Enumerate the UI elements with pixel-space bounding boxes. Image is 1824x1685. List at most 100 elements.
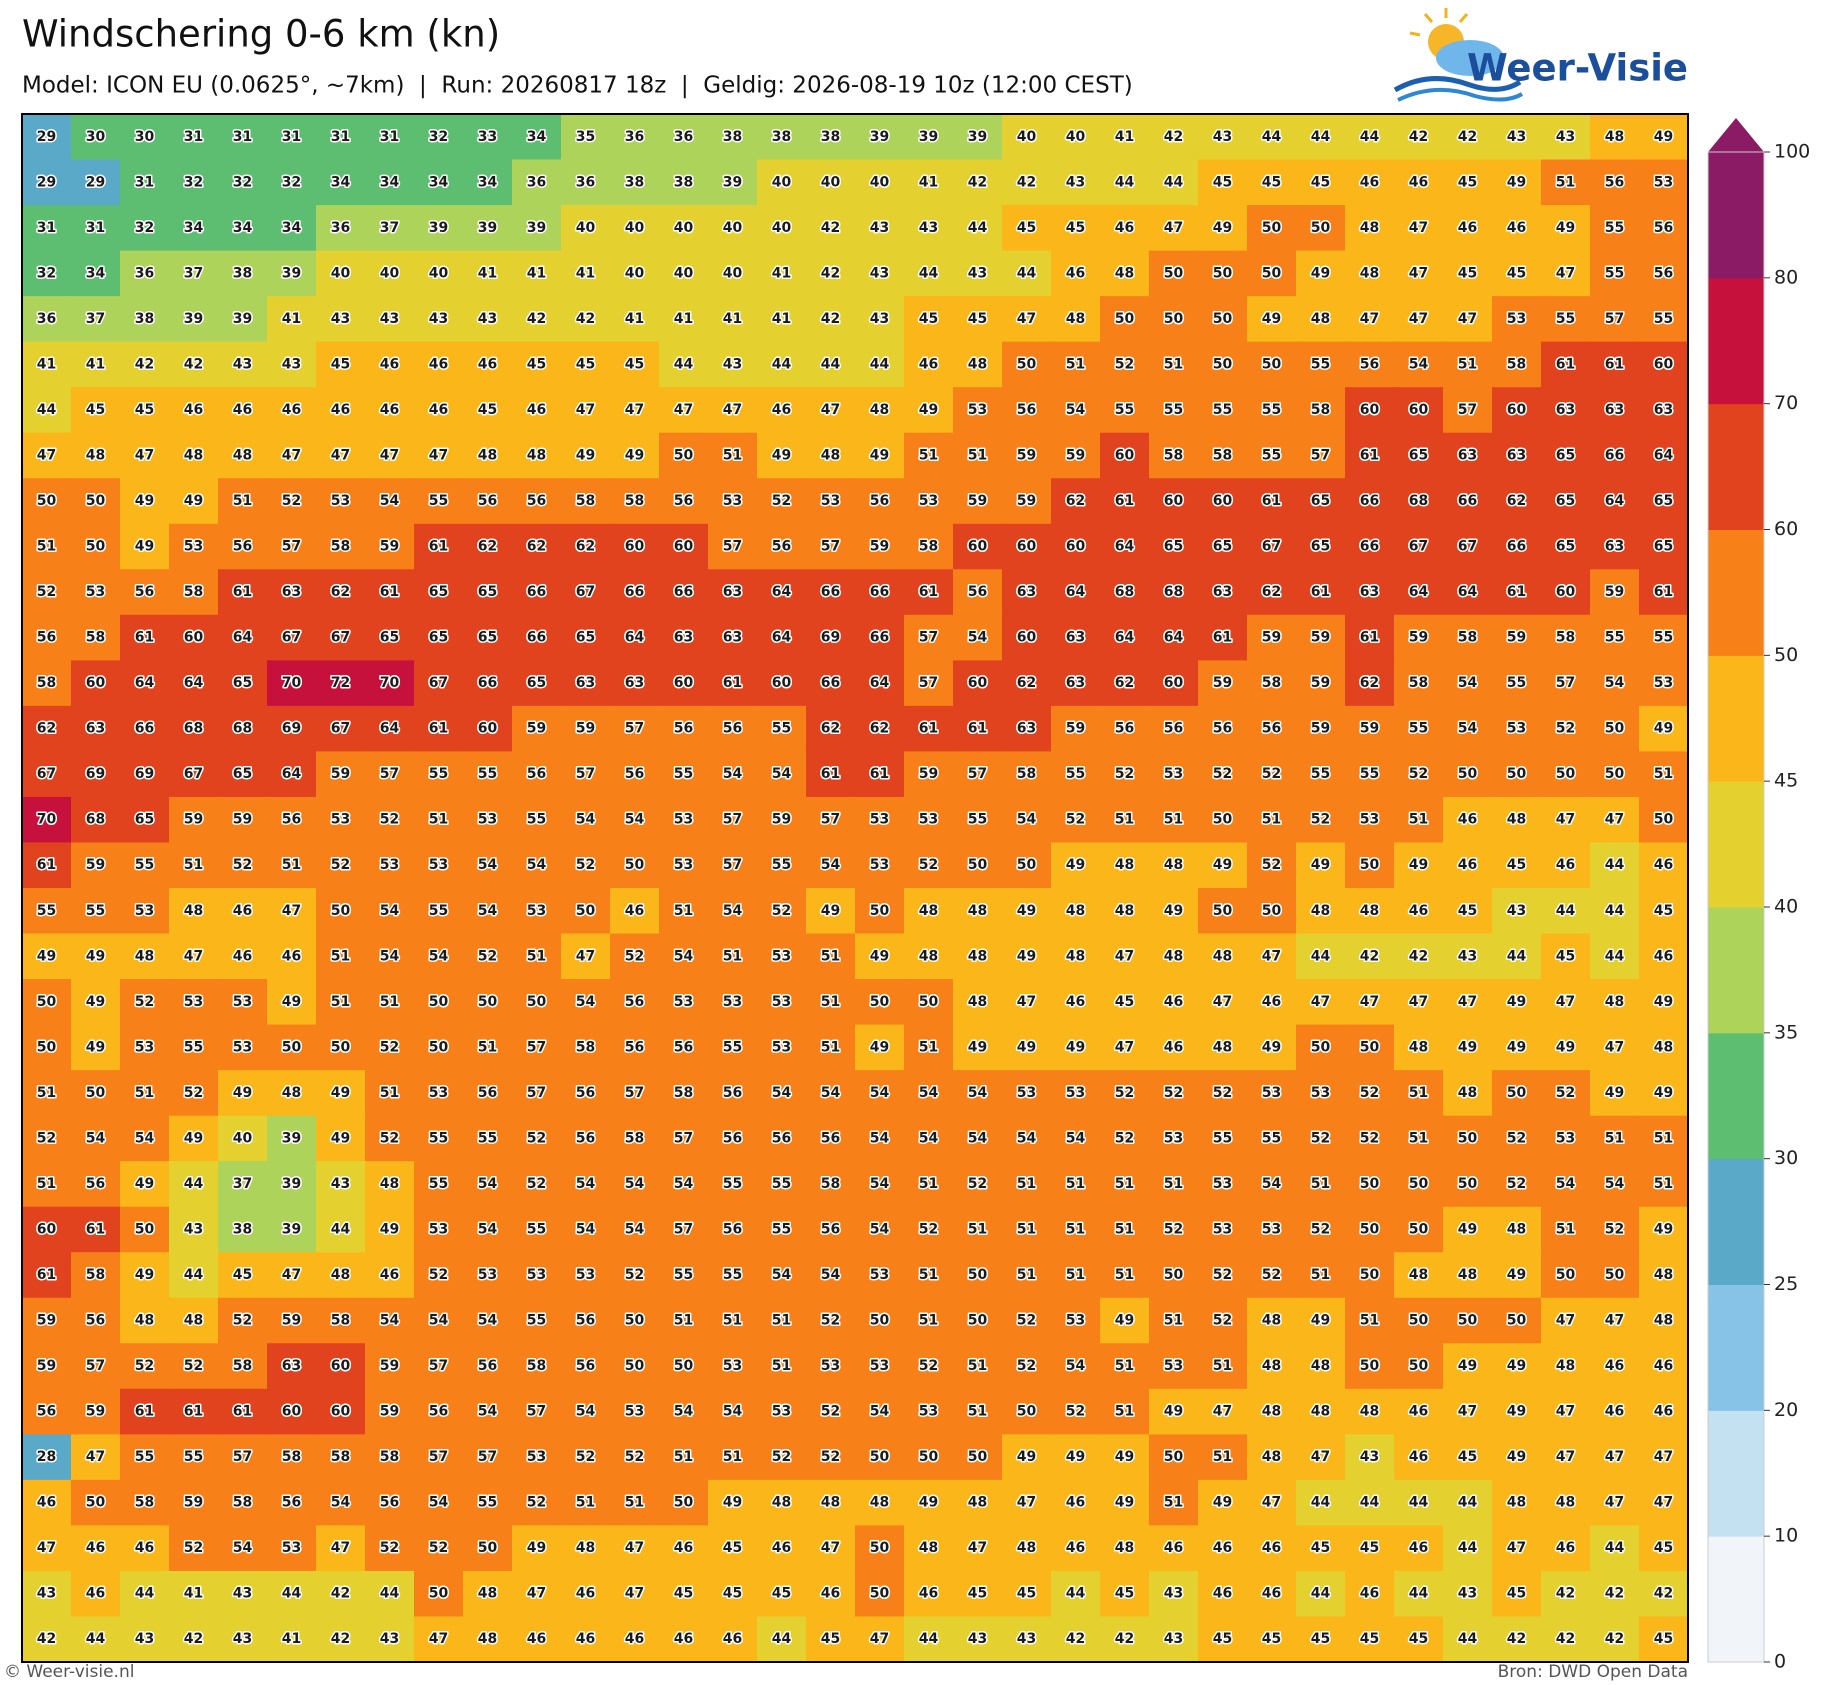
cell-label: 54 bbox=[1605, 675, 1625, 691]
grid-cell bbox=[561, 888, 611, 935]
cell-label: 52 bbox=[1213, 1313, 1232, 1329]
grid-cell bbox=[120, 1024, 170, 1071]
cell-label: 57 bbox=[527, 1404, 546, 1420]
grid-cell bbox=[120, 1343, 170, 1390]
cell-label: 31 bbox=[37, 220, 56, 236]
grid-cell bbox=[855, 114, 905, 161]
grid-cell bbox=[316, 933, 366, 980]
grid-cell bbox=[414, 1206, 464, 1253]
cell-label: 53 bbox=[674, 994, 693, 1010]
cell-label: 52 bbox=[37, 1130, 56, 1146]
grid-cell bbox=[169, 432, 219, 479]
grid-cell bbox=[953, 705, 1003, 753]
grid-cell bbox=[1639, 1161, 1689, 1208]
cell-label: 52 bbox=[1605, 1221, 1624, 1237]
cell-label: 65 bbox=[233, 675, 252, 691]
grid-cell bbox=[1541, 1115, 1591, 1162]
grid-cell bbox=[22, 1570, 72, 1618]
cell-label: 52 bbox=[1115, 1085, 1134, 1101]
cell-label: 59 bbox=[1605, 584, 1624, 600]
cell-label: 54 bbox=[968, 630, 988, 646]
grid-cell bbox=[708, 1434, 758, 1481]
cell-label: 48 bbox=[821, 447, 840, 463]
grid-cell bbox=[1247, 705, 1297, 753]
grid-cell bbox=[1541, 1479, 1591, 1527]
grid-cell bbox=[71, 1161, 121, 1208]
grid-cell bbox=[855, 1434, 905, 1481]
grid-cell bbox=[22, 842, 72, 889]
grid-cell bbox=[561, 1252, 611, 1299]
chart-title: Windschering 0-6 km (kn) bbox=[22, 13, 500, 56]
grid-cell bbox=[1198, 888, 1248, 935]
cell-label: 51 bbox=[1556, 1221, 1575, 1237]
cell-label: 52 bbox=[429, 1540, 448, 1556]
grid-cell bbox=[659, 296, 709, 343]
cell-label: 48 bbox=[184, 903, 203, 919]
cell-label: 45 bbox=[1360, 1540, 1379, 1556]
grid-cell bbox=[659, 660, 709, 707]
grid-cell bbox=[904, 250, 954, 297]
cell-label: 46 bbox=[478, 356, 497, 372]
cell-label: 64 bbox=[772, 630, 792, 646]
cell-label: 54 bbox=[625, 1221, 645, 1237]
cell-label: 54 bbox=[1409, 356, 1429, 372]
grid-cell bbox=[169, 1343, 219, 1390]
cell-label: 54 bbox=[1458, 675, 1478, 691]
cell-label: 31 bbox=[233, 129, 252, 145]
grid-cell bbox=[218, 796, 268, 844]
cell-label: 59 bbox=[1213, 675, 1232, 691]
cell-label: 61 bbox=[1654, 584, 1673, 600]
grid-cell bbox=[316, 569, 366, 616]
cell-label: 47 bbox=[1213, 994, 1232, 1010]
cell-label: 42 bbox=[1556, 1586, 1575, 1602]
grid-cell bbox=[561, 1070, 611, 1117]
grid-cell bbox=[1492, 478, 1542, 525]
cell-label: 43 bbox=[1507, 903, 1526, 919]
grid-cell bbox=[904, 432, 954, 479]
cell-label: 43 bbox=[870, 311, 889, 327]
cell-label: 44 bbox=[1507, 948, 1527, 964]
grid-cell bbox=[1639, 888, 1689, 935]
grid-cell bbox=[1198, 1388, 1248, 1435]
grid-cell bbox=[169, 1115, 219, 1162]
cell-label: 46 bbox=[1360, 174, 1379, 190]
cell-label: 36 bbox=[331, 220, 350, 236]
cell-label: 43 bbox=[37, 1586, 56, 1602]
grid-cell bbox=[218, 1570, 268, 1618]
grid-cell bbox=[561, 1570, 611, 1618]
cell-label: 56 bbox=[135, 584, 154, 600]
grid-cell bbox=[1345, 1570, 1395, 1618]
cell-label: 44 bbox=[919, 265, 939, 281]
cell-label: 59 bbox=[1262, 630, 1281, 646]
grid-cell bbox=[1492, 796, 1542, 844]
cell-label: 60 bbox=[1115, 447, 1135, 463]
grid-cell bbox=[1002, 1525, 1052, 1572]
grid-cell bbox=[1590, 842, 1640, 889]
cell-label: 48 bbox=[1164, 948, 1183, 964]
cell-label: 43 bbox=[233, 1586, 252, 1602]
cell-label: 54 bbox=[576, 1176, 596, 1192]
grid-cell bbox=[512, 569, 562, 616]
grid-cell bbox=[708, 705, 758, 753]
cell-label: 59 bbox=[870, 539, 889, 555]
grid-cell bbox=[1443, 1343, 1493, 1390]
grid-cell bbox=[708, 387, 758, 434]
grid-cell bbox=[1100, 1070, 1150, 1117]
grid-cell bbox=[1296, 933, 1346, 980]
cell-label: 45 bbox=[1311, 1540, 1330, 1556]
cell-label: 51 bbox=[1164, 1495, 1183, 1511]
grid-cell bbox=[316, 1206, 366, 1253]
cell-label: 50 bbox=[870, 1586, 890, 1602]
grid-cell bbox=[267, 933, 317, 980]
cell-label: 49 bbox=[1458, 1039, 1477, 1055]
grid-cell bbox=[365, 478, 415, 525]
grid-cell bbox=[1443, 1616, 1493, 1663]
cell-label: 53 bbox=[821, 493, 840, 509]
grid-cell bbox=[1443, 569, 1493, 616]
grid-cell bbox=[414, 569, 464, 616]
grid-cell bbox=[267, 523, 317, 570]
grid-cell bbox=[414, 478, 464, 525]
grid-cell bbox=[365, 1434, 415, 1481]
grid-cell bbox=[1051, 842, 1101, 889]
cell-label: 59 bbox=[527, 721, 546, 737]
